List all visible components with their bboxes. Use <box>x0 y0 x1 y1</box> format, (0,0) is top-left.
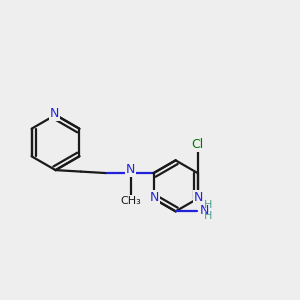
Text: N: N <box>194 191 203 204</box>
Text: H: H <box>204 211 212 221</box>
Text: CH₃: CH₃ <box>121 196 142 206</box>
Text: N: N <box>150 191 159 204</box>
Text: N: N <box>200 204 210 217</box>
Text: N: N <box>126 163 136 176</box>
Text: N: N <box>50 107 59 120</box>
Text: Cl: Cl <box>192 138 204 151</box>
Text: H: H <box>204 200 212 210</box>
